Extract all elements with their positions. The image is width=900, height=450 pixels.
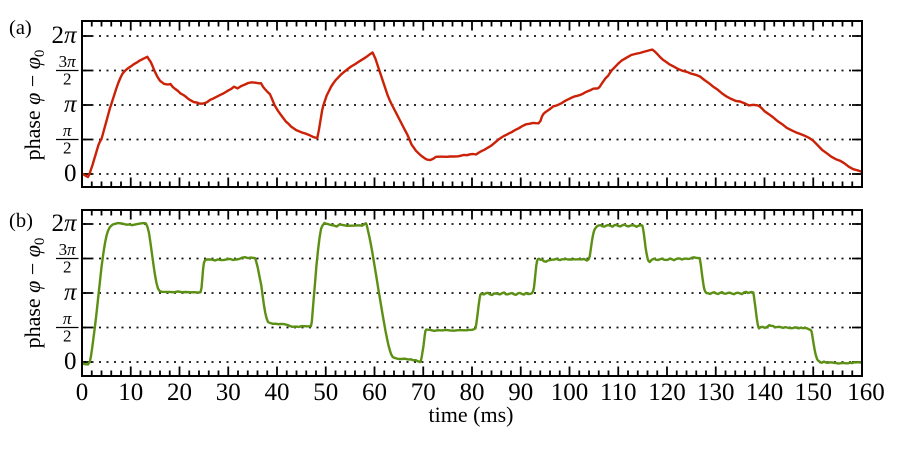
- svg-text:2: 2: [63, 327, 72, 346]
- svg-text:3π: 3π: [59, 240, 77, 259]
- svg-text:10: 10: [118, 379, 143, 406]
- svg-text:0: 0: [64, 348, 77, 375]
- svg-text:80: 80: [460, 379, 485, 406]
- svg-text:40: 40: [265, 379, 290, 406]
- svg-text:2π: 2π: [51, 210, 78, 237]
- svg-text:30: 30: [216, 379, 241, 406]
- svg-text:2: 2: [63, 70, 72, 89]
- svg-text:60: 60: [362, 379, 387, 406]
- svg-text:0: 0: [76, 379, 89, 406]
- svg-text:90: 90: [508, 379, 533, 406]
- svg-text:20: 20: [167, 379, 192, 406]
- svg-text:phase φ − φ0: phase φ − φ0: [20, 238, 48, 349]
- svg-text:(a): (a): [9, 17, 32, 39]
- svg-text:100: 100: [551, 379, 589, 406]
- svg-text:π: π: [63, 121, 72, 140]
- svg-text:π: π: [63, 309, 72, 328]
- svg-text:160: 160: [847, 379, 885, 406]
- svg-text:π: π: [64, 279, 78, 306]
- svg-text:time (ms): time (ms): [429, 402, 514, 427]
- svg-text:π: π: [64, 91, 78, 118]
- svg-text:110: 110: [600, 379, 637, 406]
- svg-text:140: 140: [746, 379, 784, 406]
- svg-text:70: 70: [411, 379, 436, 406]
- svg-text:3π: 3π: [59, 52, 77, 71]
- svg-text:2: 2: [63, 258, 72, 277]
- svg-text:phase φ − φ0: phase φ − φ0: [20, 50, 48, 161]
- svg-text:130: 130: [697, 379, 735, 406]
- svg-text:2π: 2π: [51, 22, 78, 49]
- svg-text:120: 120: [648, 379, 686, 406]
- svg-text:0: 0: [64, 160, 77, 187]
- svg-text:2: 2: [63, 139, 72, 158]
- svg-text:150: 150: [795, 379, 833, 406]
- svg-text:50: 50: [313, 379, 338, 406]
- svg-text:(b): (b): [9, 210, 33, 232]
